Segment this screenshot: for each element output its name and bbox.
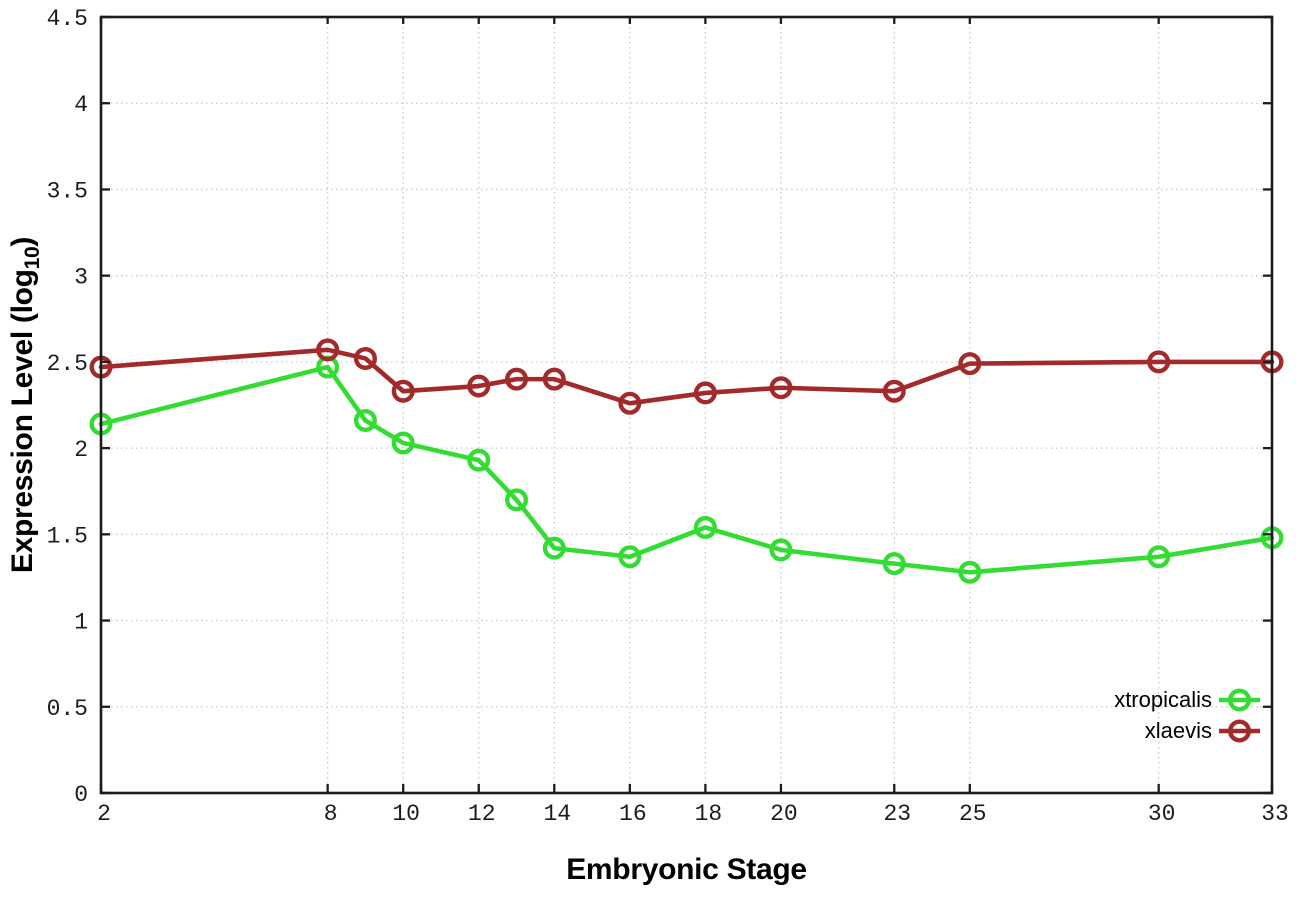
x-tick-label: 12 [468,801,496,827]
x-tick-label: 16 [619,801,647,827]
y-tick-label: 2 [74,437,88,463]
data-point-marker [958,352,982,376]
y-tick-label: 0 [74,782,88,808]
legend-label-xlaevis: xlaevis [1145,718,1212,743]
x-tick-label: 2 [97,801,111,827]
data-point-marker [618,545,642,569]
y-tick-label: 3 [74,265,88,291]
data-point-marker [542,536,566,560]
y-tick-label: 3.5 [47,178,88,204]
x-tick-label: 30 [1148,801,1176,827]
data-point-marker [769,538,793,562]
legend-sample-marker-xlaevis [1227,719,1251,743]
x-tick-label: 33 [1261,801,1289,827]
data-point-marker [505,488,529,512]
data-point-marker [542,367,566,391]
y-tick-label: 4.5 [47,6,88,32]
axis-ticks [99,15,1274,795]
y-axis-label-group: Expression Level (log10) [6,237,44,573]
y-tick-label: 1 [74,610,88,636]
data-point-marker [1147,350,1171,374]
data-point-marker [467,448,491,472]
y-tick-label: 2.5 [47,351,88,377]
data-point-marker [1147,545,1171,569]
data-point-marker [353,346,377,370]
y-axis-label-prefix: Expression Level (log [6,269,39,573]
x-tick-label: 14 [543,801,571,827]
data-point-marker [693,381,717,405]
legend-label-xtropicalis: xtropicalis [1114,687,1212,712]
data-point-marker [353,409,377,433]
x-tick-label: 10 [392,801,420,827]
y-tick-label: 4 [74,92,88,118]
y-tick-label: 0.5 [47,696,88,722]
plot-border [99,15,1274,795]
data-point-marker [505,367,529,391]
data-point-marker [316,338,340,362]
data-point-marker [882,379,906,403]
x-tick-label: 8 [324,801,338,827]
x-tick-label: 20 [770,801,798,827]
x-tick-label: 25 [959,801,987,827]
data-point-marker [618,391,642,415]
data-point-marker [391,379,415,403]
y-axis-label: Expression Level (log10) [6,237,44,573]
data-point-marker [958,560,982,584]
y-tick-label: 1.5 [47,523,88,549]
data-point-marker [467,374,491,398]
y-axis-label-subscript: 10 [21,247,44,270]
data-point-marker [693,515,717,539]
legend: xtropicalis xlaevis [1114,687,1260,743]
tick-labels: 2 8 10 12 14 16 18 20 23 25 30 33 0 0.5 1 1.5 2 2.5 3 3.5 4 4… [47,6,1289,827]
x-axis-label: Embryonic Stage [566,853,807,886]
data-point-marker [769,376,793,400]
y-axis-label-suffix: ) [6,237,39,247]
legend-sample-marker-xtropicalis [1227,688,1251,712]
data-point-marker [391,431,415,455]
x-tick-label: 18 [695,801,723,827]
data-point-marker [882,552,906,576]
x-tick-label: 23 [883,801,911,827]
